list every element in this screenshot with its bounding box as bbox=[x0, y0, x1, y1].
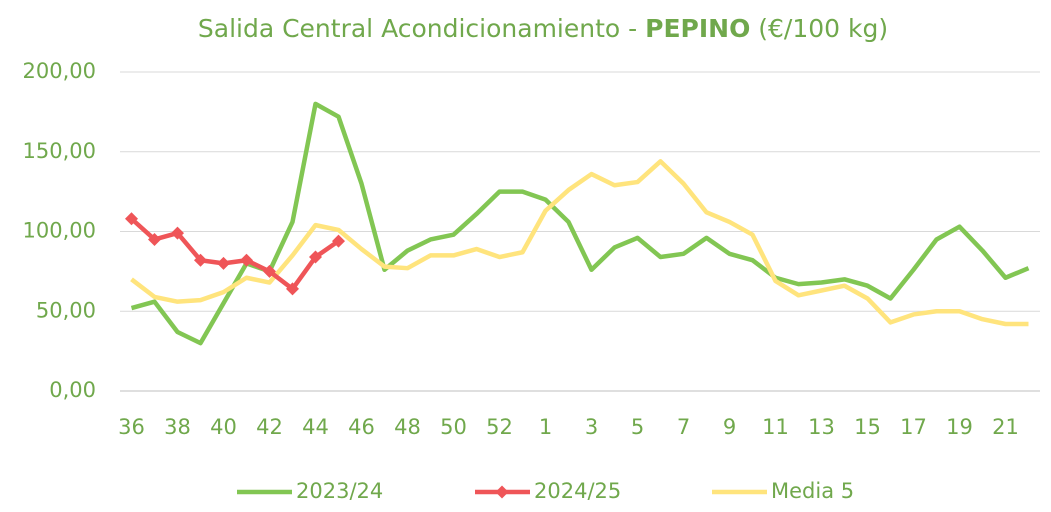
x-tick-label: 52 bbox=[486, 415, 513, 439]
point-marker bbox=[194, 253, 207, 267]
x-tick-label: 50 bbox=[440, 415, 467, 439]
x-tick-label: 17 bbox=[900, 415, 927, 439]
title-part: (€/100 kg) bbox=[750, 14, 888, 43]
x-tick-label: 11 bbox=[762, 415, 789, 439]
x-tick-label: 9 bbox=[723, 415, 736, 439]
x-tick-label: 19 bbox=[946, 415, 973, 439]
title-part: PEPINO bbox=[645, 14, 750, 43]
y-tick-label: 200,00 bbox=[23, 59, 96, 83]
point-marker bbox=[171, 226, 184, 240]
x-tick-label: 38 bbox=[164, 415, 191, 439]
legend-label: Media 5 bbox=[771, 479, 854, 503]
y-tick-label: 150,00 bbox=[23, 139, 96, 163]
x-tick-label: 40 bbox=[210, 415, 237, 439]
point-marker bbox=[263, 264, 276, 278]
point-marker bbox=[309, 250, 322, 264]
point-marker bbox=[332, 234, 345, 248]
x-tick-label: 42 bbox=[256, 415, 283, 439]
y-tick-label: 50,00 bbox=[36, 298, 96, 322]
x-tick-label: 3 bbox=[585, 415, 598, 439]
x-tick-label: 44 bbox=[302, 415, 329, 439]
title-part: Salida Central Acondicionamiento - bbox=[198, 14, 645, 43]
legend-label: 2023/24 bbox=[296, 479, 383, 503]
x-tick-label: 46 bbox=[348, 415, 375, 439]
x-tick-label: 15 bbox=[854, 415, 881, 439]
series-line bbox=[130, 101, 1030, 346]
legend-label: 2024/25 bbox=[534, 479, 621, 503]
point-marker bbox=[286, 282, 299, 296]
x-tick-label: 21 bbox=[992, 415, 1019, 439]
series-line bbox=[129, 217, 340, 292]
x-tick-label: 36 bbox=[118, 415, 145, 439]
y-tick-label: 0,00 bbox=[49, 378, 96, 402]
point-marker bbox=[125, 212, 138, 226]
x-tick-label: 48 bbox=[394, 415, 421, 439]
series-line bbox=[130, 159, 1029, 327]
point-marker bbox=[240, 253, 253, 267]
point-marker bbox=[148, 232, 161, 246]
x-tick-label: 7 bbox=[677, 415, 690, 439]
x-tick-label: 5 bbox=[631, 415, 644, 439]
chart-title: Salida Central Acondicionamiento - PEPIN… bbox=[198, 14, 888, 43]
x-tick-label: 13 bbox=[808, 415, 835, 439]
point-marker bbox=[217, 256, 230, 270]
legend-marker bbox=[495, 485, 509, 499]
y-tick-label: 100,00 bbox=[23, 219, 96, 243]
x-tick-label: 1 bbox=[539, 415, 552, 439]
